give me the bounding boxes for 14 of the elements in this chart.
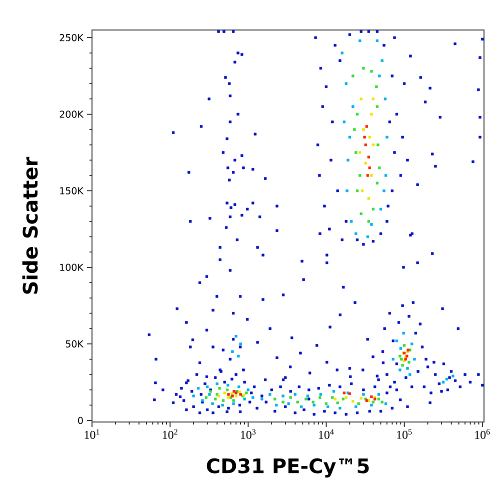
x-tick-label: 10$^{5}$ (397, 429, 412, 439)
x-tick-label: 10$^{4}$ (319, 429, 334, 439)
y-axis-title: Side Scatter (22, 156, 38, 294)
x-axis-title: CD31 PE-Cy™5 (206, 458, 369, 478)
y-tick-label: 200K (60, 110, 84, 118)
x-tick-label: 10$^{2}$ (162, 429, 178, 439)
x-tick-label: 10$^{6}$ (475, 429, 490, 439)
y-tick-label: 100K (60, 264, 84, 271)
y-tick-label: 250K (60, 34, 84, 42)
x-tick-label: 10$^{1}$ (84, 429, 100, 439)
y-tick-label: 50K (66, 340, 84, 348)
y-tick-label: 0 (78, 416, 83, 424)
x-tick-label: 10$^{3}$ (240, 429, 256, 439)
y-tick-label: 150K (60, 187, 84, 194)
